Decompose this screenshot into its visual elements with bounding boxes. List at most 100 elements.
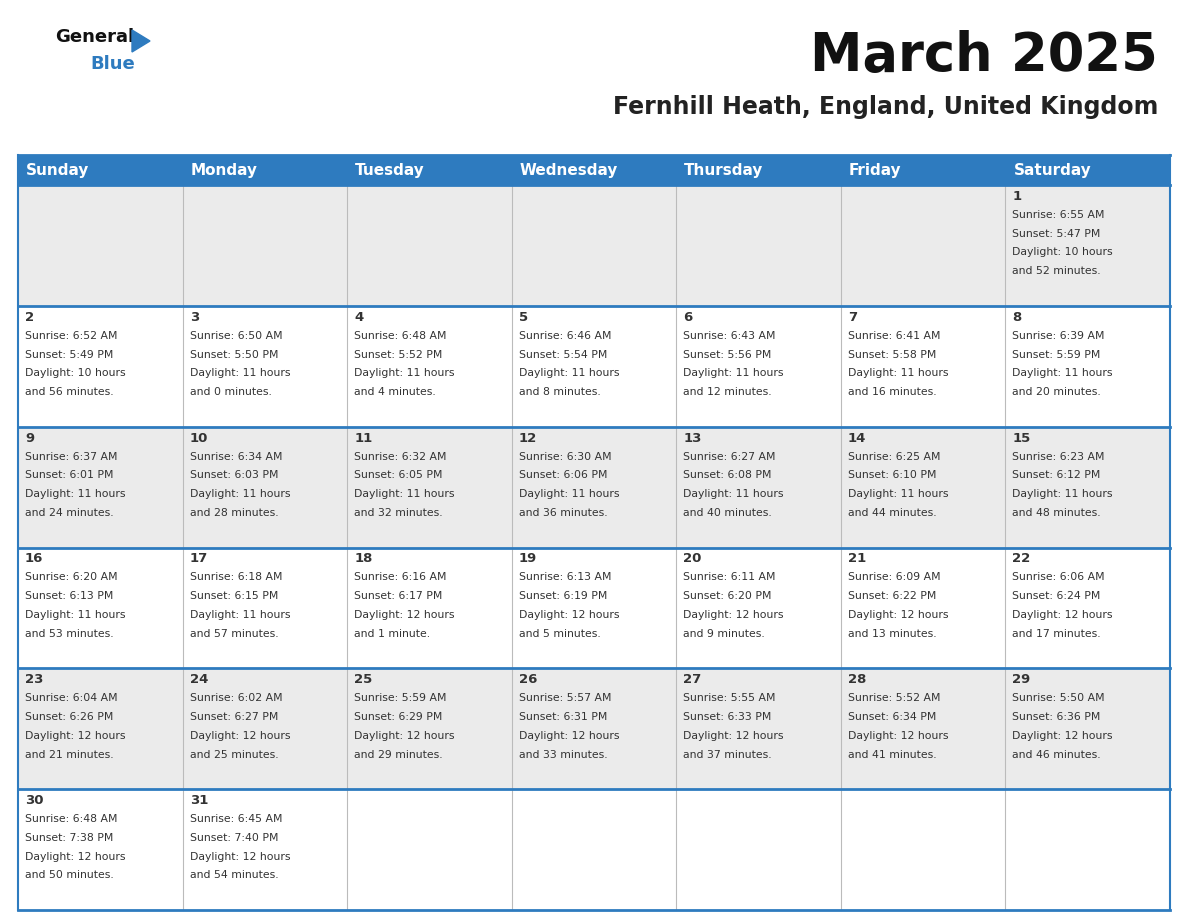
Bar [183,668,347,789]
Text: Sunset: 6:17 PM: Sunset: 6:17 PM [354,591,442,601]
Bar [512,789,676,910]
Text: 4: 4 [354,311,364,324]
Text: Sunset: 5:49 PM: Sunset: 5:49 PM [25,350,113,360]
Text: and 17 minutes.: and 17 minutes. [1012,629,1101,639]
Bar [347,306,512,427]
Text: 28: 28 [848,673,866,687]
Text: Daylight: 11 hours: Daylight: 11 hours [519,489,619,499]
Bar [512,668,676,789]
Bar [676,155,841,185]
Text: 7: 7 [848,311,857,324]
Text: Sunrise: 6:52 AM: Sunrise: 6:52 AM [25,330,118,341]
Text: Daylight: 11 hours: Daylight: 11 hours [1012,368,1113,378]
Text: Sunset: 7:40 PM: Sunset: 7:40 PM [190,833,278,843]
Bar [841,668,1005,789]
Text: Sunrise: 6:34 AM: Sunrise: 6:34 AM [190,452,282,462]
Text: Sunset: 6:20 PM: Sunset: 6:20 PM [683,591,772,601]
Text: 1: 1 [1012,190,1022,203]
Text: Daylight: 12 hours: Daylight: 12 hours [190,731,290,741]
Bar [183,547,347,668]
Text: General: General [55,28,134,46]
Text: Monday: Monday [190,162,258,177]
Text: 6: 6 [683,311,693,324]
Text: Daylight: 11 hours: Daylight: 11 hours [190,489,290,499]
Text: Daylight: 12 hours: Daylight: 12 hours [848,610,948,620]
Text: 31: 31 [190,794,208,807]
Bar [347,789,512,910]
Text: Daylight: 12 hours: Daylight: 12 hours [190,852,290,862]
Text: Sunrise: 6:39 AM: Sunrise: 6:39 AM [1012,330,1105,341]
Text: Sunset: 6:13 PM: Sunset: 6:13 PM [25,591,113,601]
Bar [183,427,347,547]
Text: and 36 minutes.: and 36 minutes. [519,508,607,518]
Bar [347,547,512,668]
Text: Daylight: 12 hours: Daylight: 12 hours [683,731,784,741]
Text: Sunset: 6:19 PM: Sunset: 6:19 PM [519,591,607,601]
Bar [347,668,512,789]
Text: Sunrise: 6:13 AM: Sunrise: 6:13 AM [519,573,611,583]
Bar [676,306,841,427]
Text: Sunrise: 5:59 AM: Sunrise: 5:59 AM [354,693,447,703]
Text: Daylight: 11 hours: Daylight: 11 hours [683,489,784,499]
Bar [18,155,183,185]
Bar [841,547,1005,668]
Bar [512,306,676,427]
Text: and 52 minutes.: and 52 minutes. [1012,266,1101,276]
Text: Sunset: 5:47 PM: Sunset: 5:47 PM [1012,229,1101,239]
Bar [183,789,347,910]
Text: 16: 16 [25,553,44,565]
Text: Sunset: 5:54 PM: Sunset: 5:54 PM [519,350,607,360]
Bar [347,427,512,547]
Text: Friday: Friday [849,162,902,177]
Text: Daylight: 11 hours: Daylight: 11 hours [683,368,784,378]
Text: Daylight: 12 hours: Daylight: 12 hours [354,610,455,620]
Text: 11: 11 [354,431,372,444]
Text: Sunrise: 6:46 AM: Sunrise: 6:46 AM [519,330,611,341]
Text: Sunset: 5:52 PM: Sunset: 5:52 PM [354,350,442,360]
Text: Daylight: 12 hours: Daylight: 12 hours [1012,610,1113,620]
Text: 23: 23 [25,673,44,687]
Text: and 33 minutes.: and 33 minutes. [519,749,607,759]
Text: Sunrise: 6:30 AM: Sunrise: 6:30 AM [519,452,612,462]
Text: and 24 minutes.: and 24 minutes. [25,508,114,518]
Text: Sunrise: 6:16 AM: Sunrise: 6:16 AM [354,573,447,583]
Text: and 20 minutes.: and 20 minutes. [1012,387,1101,397]
Bar [512,547,676,668]
Bar [183,306,347,427]
Text: 5: 5 [519,311,527,324]
Bar [1005,185,1170,306]
Text: Daylight: 12 hours: Daylight: 12 hours [519,610,619,620]
Text: 29: 29 [1012,673,1031,687]
Text: Tuesday: Tuesday [355,162,425,177]
Text: and 56 minutes.: and 56 minutes. [25,387,114,397]
Text: 21: 21 [848,553,866,565]
Text: Sunset: 6:31 PM: Sunset: 6:31 PM [519,712,607,722]
Text: Wednesday: Wednesday [519,162,618,177]
Text: and 41 minutes.: and 41 minutes. [848,749,936,759]
Text: Sunrise: 6:09 AM: Sunrise: 6:09 AM [848,573,941,583]
Text: Sunset: 6:08 PM: Sunset: 6:08 PM [683,470,772,480]
Bar [18,668,183,789]
Text: 15: 15 [1012,431,1031,444]
Text: Daylight: 10 hours: Daylight: 10 hours [1012,248,1113,257]
Text: 18: 18 [354,553,373,565]
Text: Sunrise: 6:06 AM: Sunrise: 6:06 AM [1012,573,1105,583]
Bar [841,789,1005,910]
Text: and 53 minutes.: and 53 minutes. [25,629,114,639]
Bar [183,155,347,185]
Text: Sunset: 5:58 PM: Sunset: 5:58 PM [848,350,936,360]
Text: 24: 24 [190,673,208,687]
Bar [676,789,841,910]
Text: Sunrise: 6:37 AM: Sunrise: 6:37 AM [25,452,118,462]
Text: Sunrise: 6:55 AM: Sunrise: 6:55 AM [1012,210,1105,220]
Text: and 16 minutes.: and 16 minutes. [848,387,936,397]
Text: Fernhill Heath, England, United Kingdom: Fernhill Heath, England, United Kingdom [613,95,1158,119]
Text: 20: 20 [683,553,702,565]
Text: Sunrise: 6:43 AM: Sunrise: 6:43 AM [683,330,776,341]
Bar [1005,547,1170,668]
Text: Daylight: 11 hours: Daylight: 11 hours [848,489,948,499]
Text: Daylight: 10 hours: Daylight: 10 hours [25,368,126,378]
Text: and 1 minute.: and 1 minute. [354,629,430,639]
Text: Sunset: 6:01 PM: Sunset: 6:01 PM [25,470,114,480]
Text: Sunrise: 6:25 AM: Sunrise: 6:25 AM [848,452,941,462]
